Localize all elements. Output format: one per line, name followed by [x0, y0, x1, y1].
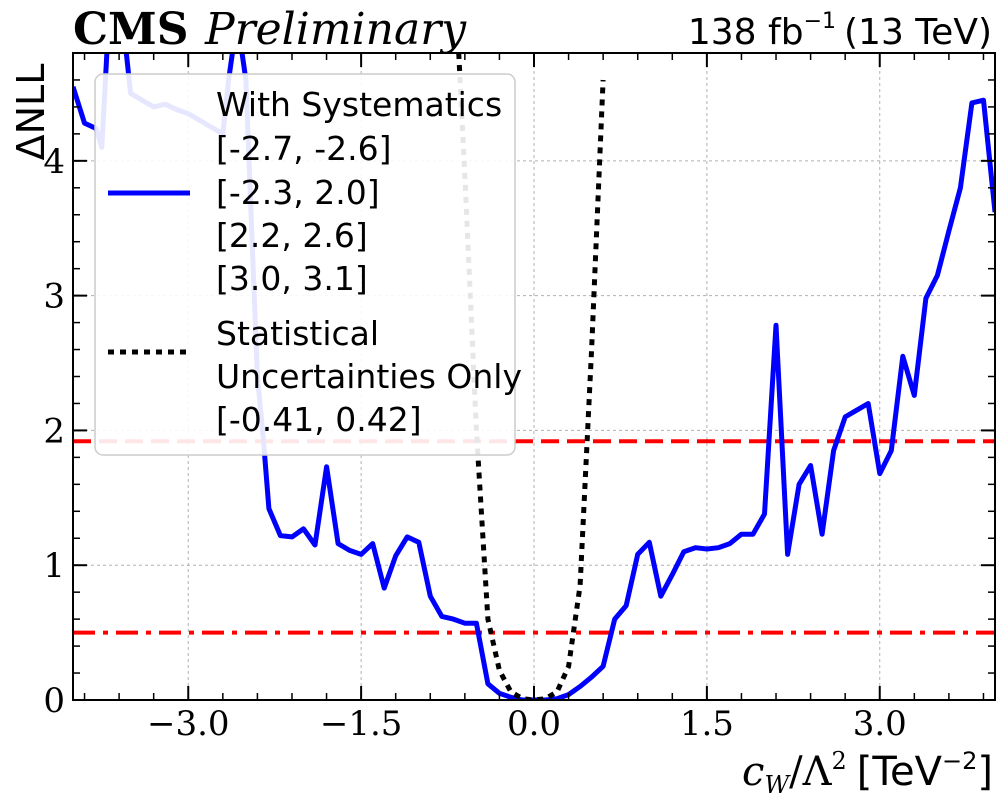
legend-label-stat-line1: Statistical — [216, 314, 379, 353]
legend-interval: [3.0, 3.1] — [216, 259, 368, 298]
legend-box — [94, 73, 516, 456]
experiment-label: CMS — [73, 4, 189, 55]
y-tick-label: 1 — [43, 546, 65, 586]
tick-layer: −3.0 −1.5 0.0 1.5 3.0 0 1 2 3 4 — [43, 52, 995, 744]
status-label: Preliminary — [204, 4, 467, 55]
x-axis-power: 2 — [832, 747, 847, 775]
x-axis-unit-close: ] — [977, 749, 993, 795]
y-tick-label: 2 — [43, 411, 65, 451]
x-axis-subscript: W — [764, 771, 791, 799]
x-axis-divisor: /Λ — [789, 749, 832, 795]
x-axis-unit-exponent: −2 — [942, 747, 977, 775]
y-tick-label: 4 — [43, 142, 65, 182]
lumi-value: 138 fb — [688, 12, 804, 53]
x-axis-unit: [TeV — [857, 749, 943, 795]
x-tick-label: 1.5 — [680, 704, 734, 744]
lumi-label: 138 fb−1 (13 TeV) — [688, 9, 992, 53]
energy-label: (13 TeV) — [844, 12, 992, 53]
y-axis-label: ΔNLL — [9, 64, 53, 161]
legend-interval: [-2.3, 2.0] — [216, 173, 380, 212]
legend-label-stat-line2: Uncertainties Only — [216, 357, 522, 396]
legend: With Systematics [-2.7, -2.6] [-2.3, 2.0… — [94, 73, 522, 456]
y-tick-label: 0 — [43, 681, 65, 721]
x-tick-label: 3.0 — [853, 704, 907, 744]
y-tick-label: 3 — [43, 277, 65, 317]
x-tick-label: −3.0 — [147, 704, 230, 744]
legend-interval: [-0.41, 0.42] — [216, 400, 422, 439]
x-axis-symbol: c — [742, 749, 764, 795]
x-axis-label: cW/Λ2 [TeV−2] — [742, 747, 993, 799]
legend-interval: [-2.7, -2.6] — [216, 129, 392, 168]
legend-interval: [2.2, 2.6] — [216, 216, 368, 255]
lumi-exponent: −1 — [804, 9, 836, 34]
x-tick-label: −1.5 — [320, 704, 403, 744]
x-tick-label: 0.0 — [507, 704, 561, 744]
legend-label-systematics: With Systematics — [216, 85, 502, 124]
